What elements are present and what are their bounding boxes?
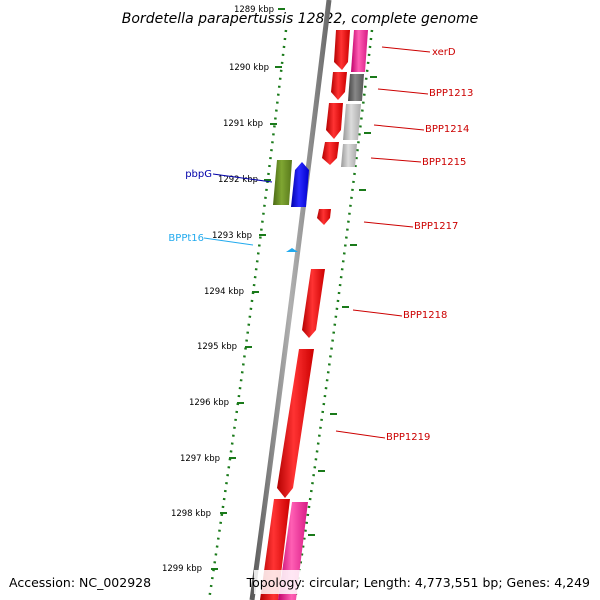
scale-ticks — [211, 8, 285, 570]
label-BPP1213[interactable]: BPP1213 — [429, 88, 473, 99]
tick-label: 1293 kbp — [212, 231, 252, 241]
inner-tick — [350, 244, 357, 246]
connector-xerD — [381, 46, 431, 53]
gene-xerD[interactable] — [334, 30, 368, 72]
tick-1297 — [229, 457, 236, 459]
tick-label: 1297 kbp — [180, 454, 220, 464]
gene-BPP1218[interactable] — [302, 269, 325, 338]
tick-label: 1296 kbp — [189, 398, 229, 408]
gene-arrow[interactable] — [291, 162, 309, 207]
tick-1292 — [264, 179, 271, 181]
label-BPP1219[interactable]: BPP1219 — [386, 432, 430, 443]
gene-arrow[interactable] — [277, 349, 314, 498]
tick-label: 1294 kbp — [204, 287, 244, 297]
accession-text: Accession: NC_002928 — [9, 575, 151, 590]
tick-1291 — [270, 123, 277, 125]
gene-BPPt16[interactable] — [286, 248, 298, 252]
tick-label: 1292 kbp — [218, 175, 258, 185]
tick-1293 — [259, 234, 266, 236]
gene-block[interactable] — [341, 144, 357, 167]
genome-title: Bordetella parapertussis 12822, complete… — [122, 11, 478, 27]
genome-backbone — [249, 0, 332, 600]
connector-BPP1219 — [335, 430, 386, 439]
scale-ring-inner — [293, 29, 374, 600]
scale-tick-labels: 1289 kbp 1290 kbp 1291 kbp 1292 kbp 1293… — [162, 5, 274, 574]
gene-arrow[interactable] — [326, 103, 343, 139]
tick-1298 — [220, 512, 227, 514]
gene-block[interactable] — [343, 104, 361, 140]
gene-BPP1214[interactable] — [326, 103, 361, 140]
gene-labels: xerD BPP1213 BPP1214 BPP1215 BPP1217 BPP… — [168, 47, 473, 443]
label-BPP1218[interactable]: BPP1218 — [403, 310, 447, 321]
label-pbpG[interactable]: pbpG — [185, 169, 212, 180]
tick-label: 1290 kbp — [229, 63, 269, 73]
tick-label: 1291 kbp — [223, 119, 263, 129]
label-BPP1214[interactable]: BPP1214 — [425, 124, 469, 135]
footer-topology-bg — [254, 570, 600, 594]
connector-BPP1213 — [377, 88, 429, 95]
gene-pbpG[interactable] — [273, 160, 309, 207]
gene-arrow[interactable] — [334, 30, 350, 70]
connector-BPPt16 — [203, 237, 254, 246]
connector-BPP1218 — [352, 309, 403, 317]
label-connectors — [203, 46, 431, 439]
gene-BPP1217[interactable] — [317, 209, 331, 225]
connector-BPP1215 — [370, 157, 422, 163]
label-BPP1217[interactable]: BPP1217 — [414, 221, 458, 232]
inner-tick — [370, 76, 377, 78]
gene-arrow[interactable] — [317, 209, 331, 225]
tick-1299 — [211, 568, 218, 570]
gene-arrow[interactable] — [331, 72, 347, 100]
gene-BPP1215[interactable] — [322, 142, 357, 167]
scale-ticks-inner — [308, 76, 377, 536]
tick-label: 1298 kbp — [171, 509, 211, 519]
scale-ring-outer — [207, 29, 288, 600]
tick-label: 1289 kbp — [234, 5, 274, 15]
topology-text: Topology: circular; Length: 4,773,551 bp… — [246, 575, 590, 590]
gene-BPP1213[interactable] — [331, 72, 364, 101]
inner-tick — [318, 470, 325, 472]
inner-tick — [359, 189, 366, 191]
connector-pbpG — [212, 173, 273, 183]
gene-arrow[interactable] — [302, 269, 325, 338]
tick-label: 1299 kbp — [162, 564, 202, 574]
tick-label: 1295 kbp — [197, 342, 237, 352]
label-BPPt16[interactable]: BPPt16 — [168, 233, 204, 244]
tick-1290 — [275, 66, 282, 68]
connector-BPP1217 — [363, 221, 414, 228]
tick-1289 — [278, 8, 285, 10]
label-xerD[interactable]: xerD — [432, 47, 456, 58]
label-BPP1215[interactable]: BPP1215 — [422, 157, 466, 168]
inner-tick — [330, 413, 337, 415]
gene-BPP1219[interactable] — [277, 349, 314, 498]
footer-accession-bg — [0, 570, 158, 594]
tick-1295 — [245, 346, 252, 348]
trna-marker[interactable] — [286, 248, 298, 252]
connector-BPP1214 — [373, 124, 425, 131]
gene-block[interactable] — [348, 74, 364, 101]
inner-tick — [308, 534, 315, 536]
inner-tick — [364, 132, 371, 134]
gene-arrow[interactable] — [322, 142, 339, 165]
gene-block[interactable] — [351, 30, 368, 72]
inner-tick — [342, 306, 349, 308]
tick-1296 — [237, 402, 244, 404]
footer: Accession: NC_002928 Topology: circular;… — [0, 570, 600, 594]
gene-block[interactable] — [273, 160, 292, 205]
tick-1294 — [252, 291, 259, 293]
